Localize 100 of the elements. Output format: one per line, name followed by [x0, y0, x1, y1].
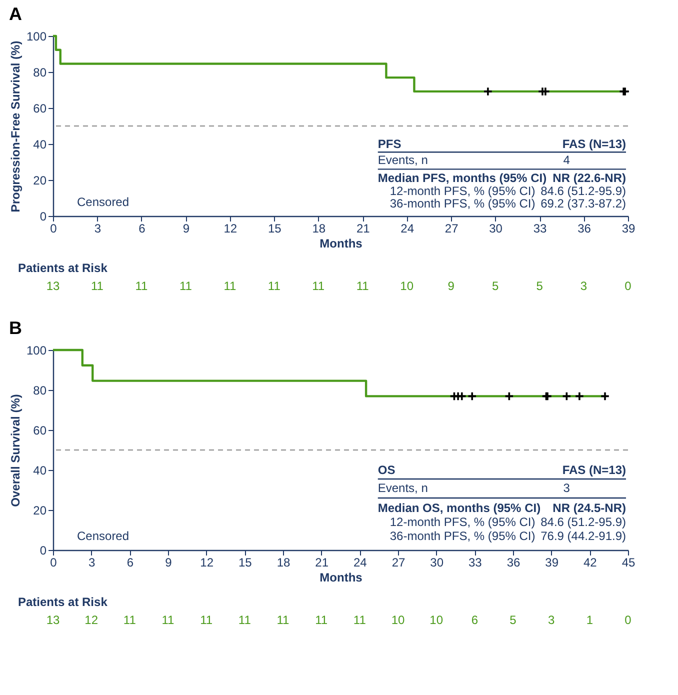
y-tick-label: 40	[33, 464, 47, 478]
text: 11	[356, 279, 370, 293]
x-tick-label: 24	[353, 556, 368, 570]
x-tick-label: 15	[238, 556, 252, 570]
text: 1	[586, 613, 594, 627]
text: Censored	[77, 529, 130, 543]
y-tick-label: 60	[33, 424, 47, 438]
x-axis-title: Months	[320, 236, 363, 250]
text: 3	[580, 279, 588, 293]
annotation: 3	[563, 481, 570, 495]
annotation: NR (22.6-NR)	[552, 171, 626, 186]
text: 10	[391, 613, 405, 627]
x-axis-title: Months	[320, 570, 363, 584]
text: 0	[624, 279, 632, 293]
x-tick-label: 36	[578, 222, 592, 236]
annotation: NR (24.5-NR)	[552, 501, 626, 515]
x-tick-label: 27	[392, 556, 406, 570]
x-tick-label: 42	[583, 556, 598, 570]
text: Patients at Risk	[18, 595, 108, 609]
text: 5	[510, 613, 517, 627]
x-tick-label: 21	[356, 222, 370, 236]
y-tick-label: 80	[33, 66, 47, 80]
x-tick-label: 6	[138, 222, 146, 236]
y-tick-label: 0	[40, 544, 47, 558]
text: Censored	[77, 195, 130, 209]
annotation: Median PFS, months (95% CI)	[378, 171, 547, 186]
annotation: Events, n	[378, 481, 428, 495]
text: 11	[162, 613, 175, 627]
y-tick-label: 20	[33, 504, 47, 518]
x-tick-label: 39	[545, 556, 559, 570]
annotation: 84.6 (51.2-95.9)	[540, 184, 626, 198]
x-tick-label: 3	[88, 556, 96, 570]
x-tick-label: 15	[268, 222, 282, 236]
x-tick-label: 9	[182, 222, 190, 236]
text: Patients at Risk	[18, 261, 108, 275]
x-tick-label: 18	[276, 556, 290, 570]
x-tick-label: 39	[622, 222, 636, 236]
annotation: PFS	[378, 137, 402, 151]
x-tick-label: 0	[50, 556, 58, 570]
text: 11	[90, 279, 104, 293]
annotation: Median OS, months (95% CI)	[378, 501, 541, 515]
x-tick-label: 30	[489, 222, 503, 236]
text: 3	[548, 613, 555, 627]
x-tick-label: 12	[200, 556, 214, 570]
text: 11	[315, 613, 328, 627]
text: 10	[430, 613, 444, 627]
x-tick-label: 27	[444, 222, 459, 236]
y-tick-label: 0	[40, 210, 47, 224]
y-tick-label: 100	[26, 344, 47, 358]
y-tick-label: 100	[26, 30, 47, 44]
x-tick-label: 30	[430, 556, 444, 570]
text: 11	[200, 613, 213, 627]
x-tick-label: 24	[400, 222, 414, 236]
y-tick-label: 60	[33, 102, 47, 116]
text: 13	[46, 279, 60, 293]
x-tick-label: 36	[506, 556, 520, 570]
annotation: Events, n	[378, 153, 428, 168]
text: 11	[276, 613, 290, 627]
x-tick-label: 21	[315, 556, 329, 570]
text: 6	[471, 613, 478, 627]
x-tick-label: 33	[533, 222, 548, 236]
x-tick-label: 0	[50, 222, 58, 236]
y-tick-label: 40	[33, 138, 47, 152]
x-tick-label: 3	[94, 222, 102, 236]
text: 12	[84, 613, 98, 627]
annotation: 4	[563, 153, 570, 168]
annotation: 36-month PFS, % (95% CI)	[390, 529, 536, 543]
text: 13	[46, 613, 60, 627]
annotation: 12-month PFS, % (95% CI)	[390, 184, 536, 198]
text: 11	[268, 279, 281, 293]
text: 11	[123, 613, 136, 627]
text: 11	[224, 279, 236, 293]
x-tick-label: 33	[468, 556, 482, 570]
annotation: 84.6 (51.2-95.9)	[540, 515, 626, 529]
x-tick-label: 18	[312, 222, 326, 236]
text: 0	[624, 613, 632, 627]
annotation: 69.2 (37.3-87.2)	[540, 196, 626, 210]
text: 5	[492, 279, 499, 293]
text: 10	[400, 279, 414, 293]
annotation: OS	[378, 463, 396, 477]
x-tick-label: 9	[165, 556, 172, 570]
text: 9	[448, 279, 455, 293]
annotation: 76.9 (44.2-91.9)	[540, 529, 626, 543]
x-tick-label: 45	[622, 556, 636, 570]
y-tick-label: 80	[33, 384, 47, 398]
annotation: FAS (N=13)	[562, 463, 626, 477]
annotation: FAS (N=13)	[562, 137, 626, 151]
text: 11	[312, 279, 325, 293]
chart-title: B	[8, 318, 22, 338]
text: 5	[536, 279, 544, 293]
y-axis-title: Overall Survival (%)	[8, 394, 22, 507]
text: 11	[135, 279, 148, 293]
text: 11	[353, 613, 366, 627]
text: 11	[238, 613, 252, 627]
y-tick-label: 20	[33, 174, 47, 188]
y-axis-title: Progression-Free Survival (%)	[8, 40, 22, 212]
annotation: 36-month PFS, % (95% CI)	[390, 196, 536, 210]
x-tick-label: 6	[126, 556, 134, 570]
x-tick-label: 12	[224, 222, 238, 236]
chart-title: A	[8, 4, 22, 24]
